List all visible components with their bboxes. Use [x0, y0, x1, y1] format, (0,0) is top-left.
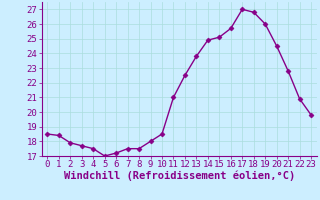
X-axis label: Windchill (Refroidissement éolien,°C): Windchill (Refroidissement éolien,°C) — [64, 171, 295, 181]
